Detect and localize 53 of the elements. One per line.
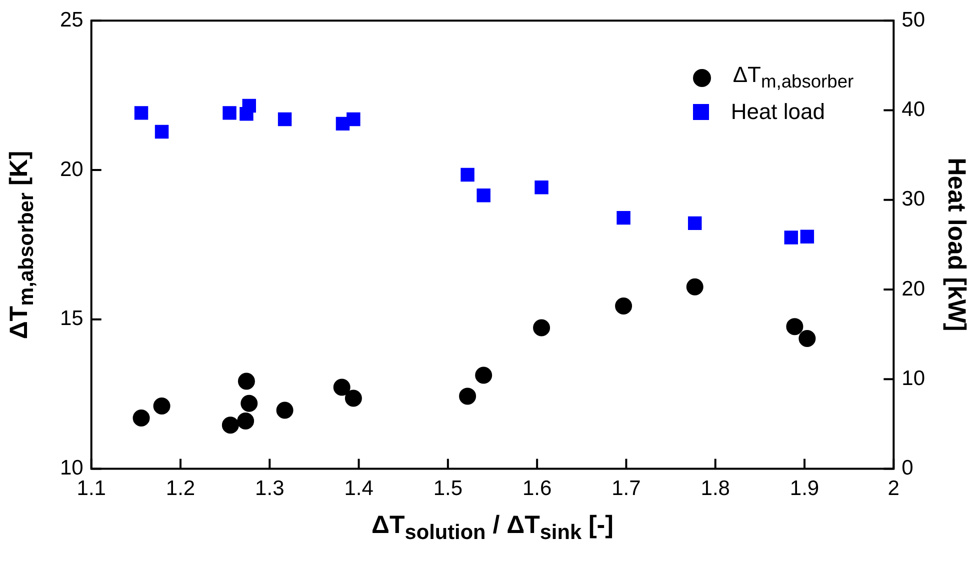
x-tick-label: 1.3: [255, 477, 284, 500]
point: [153, 398, 170, 415]
point: [346, 112, 360, 126]
x-axis-title: ΔT$_{solution}$ / ΔT$_{sink}$ [-]: [372, 510, 614, 545]
point: [533, 319, 550, 336]
point: [534, 180, 548, 194]
legend-label: ΔT$_{m,absorber}$: [732, 62, 854, 93]
legend-label: Heat load: [730, 98, 825, 125]
x-tick-label: 1.6: [522, 477, 552, 500]
y2-tick-label: 40: [902, 98, 925, 122]
point: [344, 390, 362, 407]
x-tick-label: 1.4: [344, 477, 374, 500]
point: [615, 297, 632, 314]
x-tick-label: 1.5: [433, 477, 463, 500]
point: [800, 230, 814, 244]
point: [132, 410, 150, 427]
x-tick-label: 1.9: [790, 477, 820, 500]
point: [222, 416, 239, 434]
y-tick-label: 15: [60, 307, 84, 330]
point: [238, 372, 255, 390]
y2-axis-title: Heat load [kW]: [940, 158, 970, 332]
y2-tick-label: 30: [902, 188, 925, 211]
point: [475, 366, 492, 384]
y-tick-label: 10: [60, 456, 84, 480]
point: [222, 106, 236, 120]
point: [154, 124, 169, 139]
point: [237, 412, 254, 430]
point: [134, 106, 148, 120]
y2-tick-label: 0: [902, 456, 914, 480]
point: [688, 216, 702, 230]
point: [616, 210, 630, 225]
point: [276, 402, 294, 419]
x-tick-label: 1.7: [612, 477, 641, 500]
y-tick-label: 20: [60, 158, 84, 181]
x-tick-label: 1.8: [700, 477, 730, 500]
point: [242, 98, 256, 113]
x-tick-label: 2: [888, 477, 900, 500]
y2-tick-label: 20: [902, 277, 925, 300]
point: [459, 388, 476, 405]
point: [784, 230, 798, 244]
point: [786, 318, 804, 336]
point: [240, 394, 258, 412]
point: [333, 378, 350, 396]
point: [476, 188, 490, 202]
y2-tick-label: 10: [902, 366, 925, 390]
point: [798, 330, 816, 348]
y2-tick-label: 50: [902, 8, 925, 32]
x-tick-label: 1.1: [76, 477, 106, 500]
point: [460, 168, 474, 182]
point: [686, 278, 704, 296]
y-tick-label: 25: [60, 8, 84, 32]
point: [278, 112, 292, 126]
x-tick-label: 1.2: [166, 477, 196, 500]
